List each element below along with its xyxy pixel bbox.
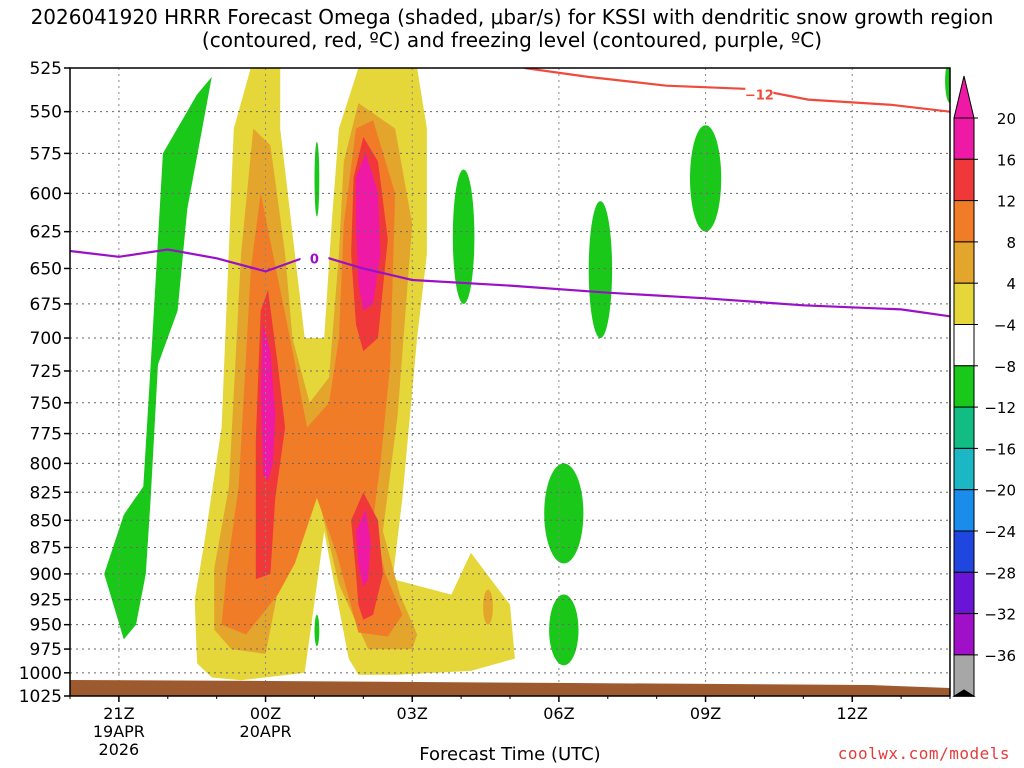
x-tick-sublabel: 2026 [99,740,140,759]
y-tick-label: 700 [30,329,62,349]
y-axis: 525 550 575 600 625 650 675 700 725 750 775 800 825 8… [19,59,70,707]
colorbar-segment [953,571,975,615]
omega-band-8-lobe [483,589,493,625]
contour-lines: −12 0 [70,68,950,318]
colorbar-segment [953,365,975,408]
omega-shading [104,68,950,681]
grid-lines [70,68,950,696]
y-tick-label: 600 [30,184,62,204]
omega-sink-mid-2 [588,201,613,339]
y-tick-label: 750 [30,394,62,414]
colorbar-segment [953,200,975,243]
colorbar-label: −36 [984,647,1016,665]
colorbar-segment [953,241,975,284]
colorbar-label: −4 [994,317,1016,335]
colorbar-label: 4 [1006,275,1016,293]
contour-label: 0 [310,252,319,267]
omega-sink-tiny-2 [314,614,320,647]
omega-sink-low-1 [544,463,584,564]
colorbar-segment [953,117,975,160]
y-tick-label: 825 [30,483,62,503]
colorbar-bottom-arrow [952,689,976,697]
x-tick-label: 12Z [837,704,868,723]
colorbar-label: −12 [984,399,1016,417]
y-tick-label: 550 [30,103,62,123]
y-tick-label: 900 [30,565,62,585]
omega-sink-left [104,76,212,640]
x-tick-label: 03Z [397,704,428,723]
contour-label: −12 [745,88,774,103]
contour-label-bg [300,250,329,265]
colorbar: 20 16 12 8 4 −4 −8 −12 −16 −20 −24 −28 −32 −36 [952,75,1016,697]
x-tick-label: 09Z [690,704,721,723]
y-tick-label: 575 [30,144,62,164]
y-tick-label: 950 [30,616,62,636]
colorbar-label: 12 [997,193,1016,211]
y-tick-label: 850 [30,511,62,531]
y-tick-label: 800 [30,454,62,474]
y-tick-label: 925 [30,591,62,611]
colorbar-top-arrow [953,75,975,119]
colorbar-label: 16 [997,151,1016,169]
x-tick-label: 06Z [543,704,574,723]
y-tick-label: 1000 [19,664,62,684]
colorbar-segment [953,406,975,449]
x-tick-sublabel: 20APR [240,722,292,741]
terrain [70,680,950,696]
colorbar-label: −16 [984,440,1016,458]
omega-band-20-low [356,509,371,587]
credit-link[interactable]: coolwx.com/models [837,744,1010,763]
freezing-level-0 [70,248,950,318]
chart-title: 2026041920 HRRR Forecast Omega (shaded, … [30,5,994,52]
colorbar-segment [953,530,975,573]
colorbar-segment [953,158,975,202]
colorbar-label: 8 [1006,234,1016,252]
y-tick-label: 650 [30,259,62,279]
y-tick-label: 975 [30,640,62,660]
y-tick-label: 875 [30,538,62,558]
omega-sink-mid-1 [452,169,475,304]
y-tick-label: 525 [30,59,62,79]
colorbar-segment [953,489,975,532]
colorbar-label: −28 [984,564,1016,582]
y-tick-label: 1025 [19,687,62,707]
y-tick-label: 775 [30,425,62,445]
x-tick-label: 21Z [103,704,134,723]
omega-sink-low-2 [549,594,579,666]
x-tick-label: 00Z [250,704,281,723]
omega-sink-upper [690,125,722,232]
x-axis-title: Forecast Time (UTC) [419,744,601,765]
colorbar-label: −20 [984,482,1016,500]
y-tick-label: 725 [30,362,62,382]
colorbar-segment [953,324,975,367]
omega-sink-edge [945,68,950,104]
x-tick-sublabel: 19APR [93,722,145,741]
colorbar-label: −24 [984,523,1016,541]
colorbar-label: 20 [997,110,1016,128]
y-tick-label: 675 [30,295,62,315]
colorbar-label: −32 [984,606,1016,624]
y-tick-label: 625 [30,223,62,243]
contour-label-bg [745,86,774,101]
omega-sink-tiny-1 [314,141,320,217]
colorbar-label: −8 [994,358,1016,376]
terrain-fill [70,680,950,696]
colorbar-segment [953,447,975,491]
colorbar-segment [953,613,975,656]
colorbar-segment [953,282,975,326]
